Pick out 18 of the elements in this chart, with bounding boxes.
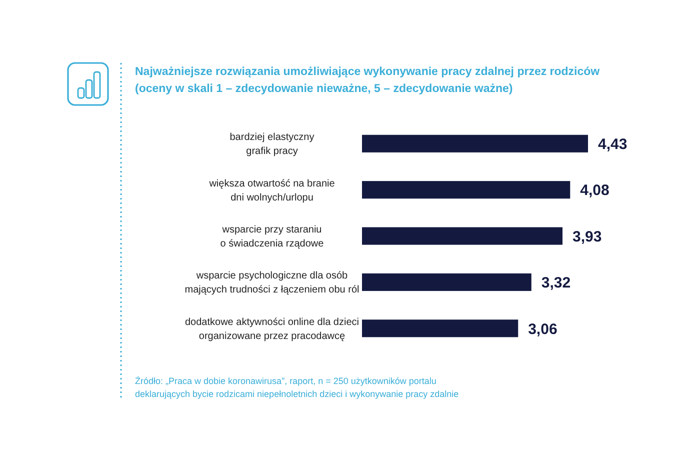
data-label: 4,43 xyxy=(598,136,628,154)
chart-subtitle: (oceny w skali 1 – zdecydowanie nieważne, 5 – zdecydowanie ważne) xyxy=(135,83,513,95)
data-label: 3,93 xyxy=(572,228,602,246)
bar xyxy=(362,273,532,291)
bar xyxy=(362,134,588,152)
data-label: 3,06 xyxy=(528,320,558,338)
bar xyxy=(362,320,518,338)
data-label: 3,32 xyxy=(541,274,571,292)
y-tick-label: bardziej elastyczny grafik pracy xyxy=(230,132,314,158)
y-tick-label: wsparcie przy staraniu o świadczenia rządowe xyxy=(220,224,324,250)
y-tick-label: wsparcie psychologiczne dla osób mających trudności z łączeniem obu ról xyxy=(184,270,360,296)
data-label: 4,08 xyxy=(580,182,610,200)
text: Źródło: „Praca w dobie koronawirusa”, raport, n = 250 użytkowników portalu deklarujących bycie rodzicami niepełnoletnich dzieci i wykonywanie pracy zdalnie xyxy=(135,376,459,399)
chart-title: Najważniejsze rozwiązania umożliwiające wykonywanie pracy zdalnej przez rodziców xyxy=(135,66,600,78)
y-tick-label: dodatkowe aktywności online dla dzieci organizowane przez pracodawcę xyxy=(185,316,359,342)
bar xyxy=(362,227,562,245)
y-tick-label: większa otwartość na branie dni wolnych/urlopu xyxy=(208,178,336,204)
bar xyxy=(362,181,570,199)
